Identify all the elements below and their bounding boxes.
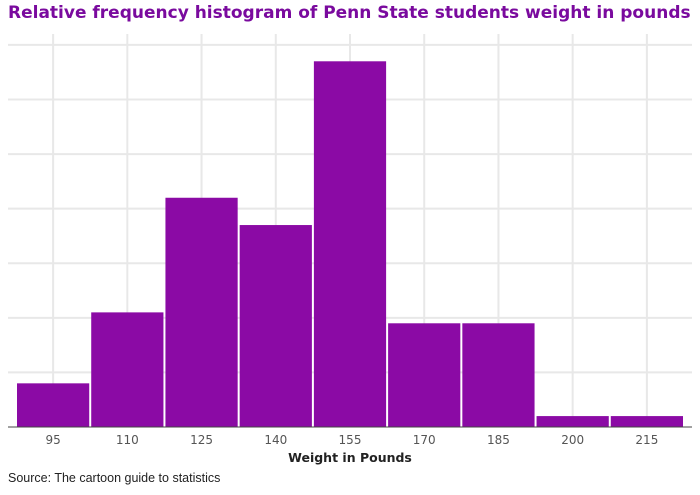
bar-95[interactable] [17,383,90,427]
bars-layer [17,61,683,428]
bar-200[interactable] [536,416,609,427]
x-tick-label: 215 [635,433,658,447]
x-tick-label: 110 [116,433,139,447]
x-tick-label: 140 [264,433,287,447]
bar-140[interactable] [239,225,312,427]
x-tick-label: 200 [561,433,584,447]
bar-110[interactable] [91,312,164,427]
bar-185[interactable] [462,323,535,427]
x-tick-labels: 95 110 125 140 155 170 185 200 215 [45,433,658,447]
x-tick-label: 155 [339,433,362,447]
bar-215[interactable] [610,416,683,427]
bar-125[interactable] [165,197,238,427]
chart-title: Relative frequency histogram of Penn Sta… [8,3,691,23]
bar-170[interactable] [388,323,461,427]
x-tick-label: 95 [45,433,60,447]
source-note: Source: The cartoon guide to statistics [8,471,221,485]
x-tick-label: 185 [487,433,510,447]
x-axis-label: Weight in Pounds [288,450,412,465]
x-tick-label: 125 [190,433,213,447]
x-tick-label: 170 [413,433,436,447]
bar-155[interactable] [313,61,387,428]
